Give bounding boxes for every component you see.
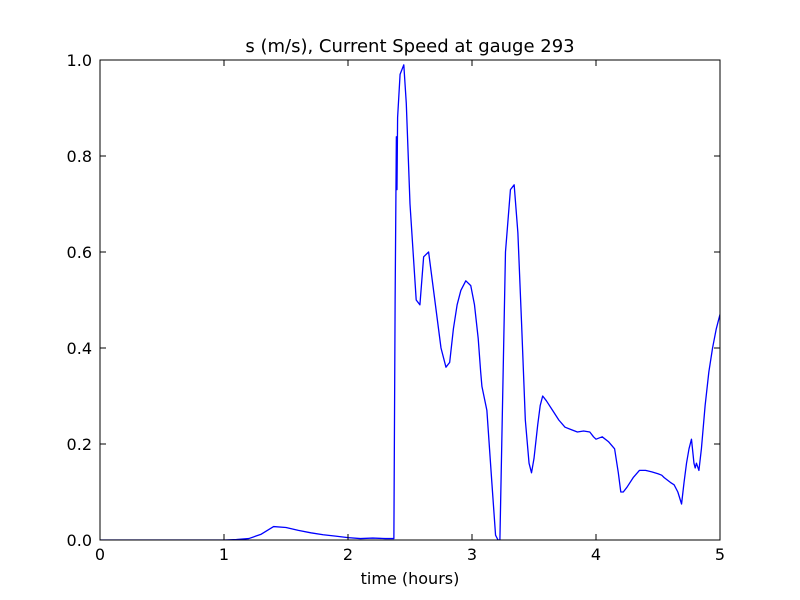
y-tick-label: 0.6	[67, 243, 92, 262]
y-tick-label: 0.8	[67, 147, 92, 166]
x-tick-label: 2	[343, 545, 353, 564]
x-axis-label: time (hours)	[361, 569, 460, 588]
x-tick-label: 5	[715, 545, 725, 564]
y-tick-label: 1.0	[67, 51, 92, 70]
chart-title: s (m/s), Current Speed at gauge 293	[245, 36, 574, 57]
plot-area	[99, 59, 721, 541]
axes-frame	[99, 59, 721, 541]
y-tick-label: 0.4	[67, 339, 92, 358]
axis-tick-labels: 0 1 2 3 4 5 0.0 0.2 0.4 0.6 0.8 1.0	[67, 51, 726, 564]
x-tick-label: 3	[467, 545, 477, 564]
series-line-0	[100, 64, 720, 540]
axis-ticks	[99, 59, 721, 541]
x-tick-label: 0	[95, 545, 105, 564]
y-tick-label: 0.0	[67, 531, 92, 550]
x-tick-label: 1	[219, 545, 229, 564]
y-tick-label: 0.2	[67, 435, 92, 454]
x-tick-label: 4	[591, 545, 601, 564]
